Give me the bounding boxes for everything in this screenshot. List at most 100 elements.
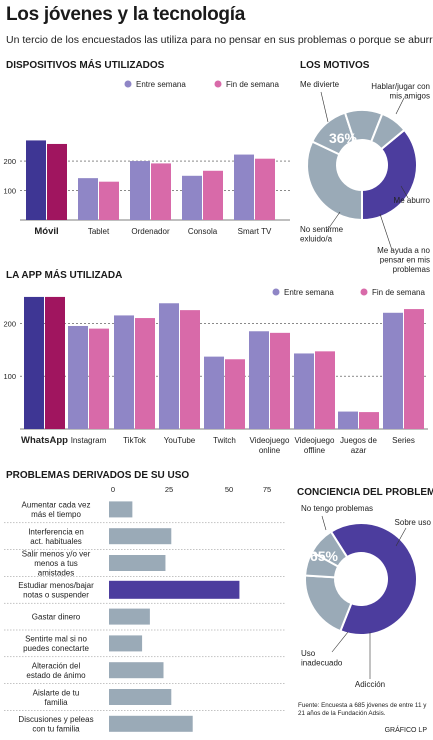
donut-slice-label: Sobre uso — [395, 518, 432, 527]
legend-label: Entre semana — [284, 288, 334, 297]
x-tick-label: YouTube — [164, 436, 196, 445]
leader-line — [325, 211, 341, 233]
y-tick-label: 100 — [3, 187, 16, 196]
category-label: Aumentar cada vez más el tiempo — [22, 501, 91, 520]
donut-slice-label: No tengo problemas — [301, 504, 373, 513]
donut-percent-label: 65% — [310, 548, 339, 564]
donut-slice-label: Me divierte — [300, 80, 340, 89]
y-tick-label: 100 — [3, 372, 16, 381]
leader-line — [395, 97, 405, 115]
category-label: Sentirte mal si no puedes conectarte — [23, 635, 89, 654]
donut-slice — [310, 530, 349, 568]
y-tick-label: 200 — [3, 319, 16, 328]
apps-section-title: LA APP MÁS UTILIZADA — [6, 270, 123, 281]
bar — [315, 351, 335, 429]
category-label: Discusiones y peleas con tu familia — [18, 715, 93, 734]
leader-line — [320, 91, 329, 123]
x-tick-label: 0 — [111, 485, 115, 494]
bar — [130, 161, 150, 220]
leader-line — [400, 185, 409, 199]
x-tick-label: 25 — [165, 485, 173, 494]
bar — [180, 310, 200, 429]
donut-slice-label: Adicción — [355, 680, 385, 689]
source-note: Fuente: Encuesta a 685 jóvenes de entre … — [298, 702, 427, 717]
x-tick-label: TikTok — [123, 436, 147, 445]
bar — [45, 296, 65, 429]
bar — [249, 331, 269, 429]
bar — [255, 158, 275, 220]
bar — [234, 154, 254, 220]
bar — [270, 332, 290, 429]
page-title: Los jóvenes y la tecnología — [6, 4, 245, 25]
donut-percent-label: 36% — [329, 130, 358, 146]
donut-slice — [361, 128, 418, 222]
devices-bar-chart: 100 200 Entre semana Fin de semana Móvil Tabl… — [3, 80, 290, 237]
bar — [151, 163, 171, 220]
category-label: Salir menos y/o ver menos a tus amistades — [22, 550, 91, 578]
bar — [383, 312, 403, 429]
apps-bar-chart: 100 200 Entre semana Fin de semana WhatsApp I… — [3, 288, 428, 455]
problems-section-title: PROBLEMAS DERIVADOS DE SU USO — [6, 470, 190, 481]
donut-slice-label: No sentirme exluido/a — [300, 225, 344, 244]
donut-slice — [369, 112, 406, 151]
bar — [68, 325, 88, 429]
y-tick-label: 200 — [3, 157, 16, 166]
bar — [109, 608, 150, 625]
bar — [109, 689, 172, 705]
donut-slice-label: Uso inadecuado — [301, 649, 343, 668]
bar — [114, 315, 134, 429]
x-tick-label: Consola — [188, 227, 218, 236]
bar — [182, 175, 202, 220]
x-tick-label: WhatsApp — [21, 435, 68, 446]
bar — [24, 296, 44, 429]
donut-slice — [304, 574, 353, 633]
bar — [135, 318, 155, 429]
problems-hbar-chart: 0 25 50 75 Aumentar cada vez más el tiempo Int… — [4, 485, 285, 734]
x-tick-label: Videojuego online — [250, 436, 290, 455]
bar — [109, 528, 172, 545]
bar — [109, 580, 240, 599]
bar — [109, 555, 166, 571]
donut-slice-label: Hablar/jugar con mis amigos — [371, 82, 430, 101]
donut-slice-label: Me ayuda a no pensar en mis problemas — [377, 246, 430, 274]
bar — [26, 140, 46, 220]
bar — [359, 412, 379, 429]
motives-section-title: LOS MOTIVOS — [300, 60, 370, 71]
bar — [109, 635, 143, 652]
bar — [109, 715, 193, 732]
bar — [204, 356, 224, 429]
bar — [225, 359, 245, 429]
bar — [47, 143, 67, 220]
x-tick-label: Instagram — [71, 436, 107, 445]
x-tick-label: Móvil — [34, 226, 58, 237]
bar — [109, 662, 164, 679]
category-label: Aislarte de tu familia — [33, 688, 80, 707]
bar — [159, 303, 179, 429]
leader-line — [321, 515, 327, 531]
legend-label: Fin de semana — [372, 288, 425, 297]
category-label: Gastar dinero — [32, 613, 81, 622]
x-tick-label: Ordenador — [131, 227, 170, 236]
awareness-section-title: CONCIENCIA DEL PROBLEMA — [297, 487, 433, 498]
devices-section-title: DISPOSITIVOS MÁS UTILIZADOS — [6, 60, 165, 71]
x-tick-label: Smart TV — [238, 227, 272, 236]
legend-label: Fin de semana — [226, 80, 279, 89]
x-tick-label: Juegos de azar — [340, 436, 377, 455]
category-label: Estudiar menos/bajar notas o suspender — [18, 581, 94, 600]
legend-marker — [214, 80, 222, 88]
legend-marker — [360, 288, 368, 296]
credit: GRÁFICO LP — [384, 727, 427, 734]
x-tick-label: 50 — [225, 485, 233, 494]
bar — [89, 328, 109, 429]
x-tick-label: Twitch — [213, 436, 236, 445]
category-label: Interferencia en act. habituales — [28, 527, 84, 546]
leader-line — [379, 213, 393, 251]
donut-slice-label: Me aburro — [394, 196, 431, 205]
bar — [294, 353, 314, 429]
motives-donut-chart: 36% Me divierte Hablar/jugar con mis amigos… — [300, 80, 431, 274]
leader-line — [331, 631, 349, 653]
x-tick-label: Series — [392, 436, 415, 445]
donut-slice — [329, 522, 418, 636]
leader-line — [395, 527, 407, 547]
x-tick-label: 75 — [263, 485, 271, 494]
